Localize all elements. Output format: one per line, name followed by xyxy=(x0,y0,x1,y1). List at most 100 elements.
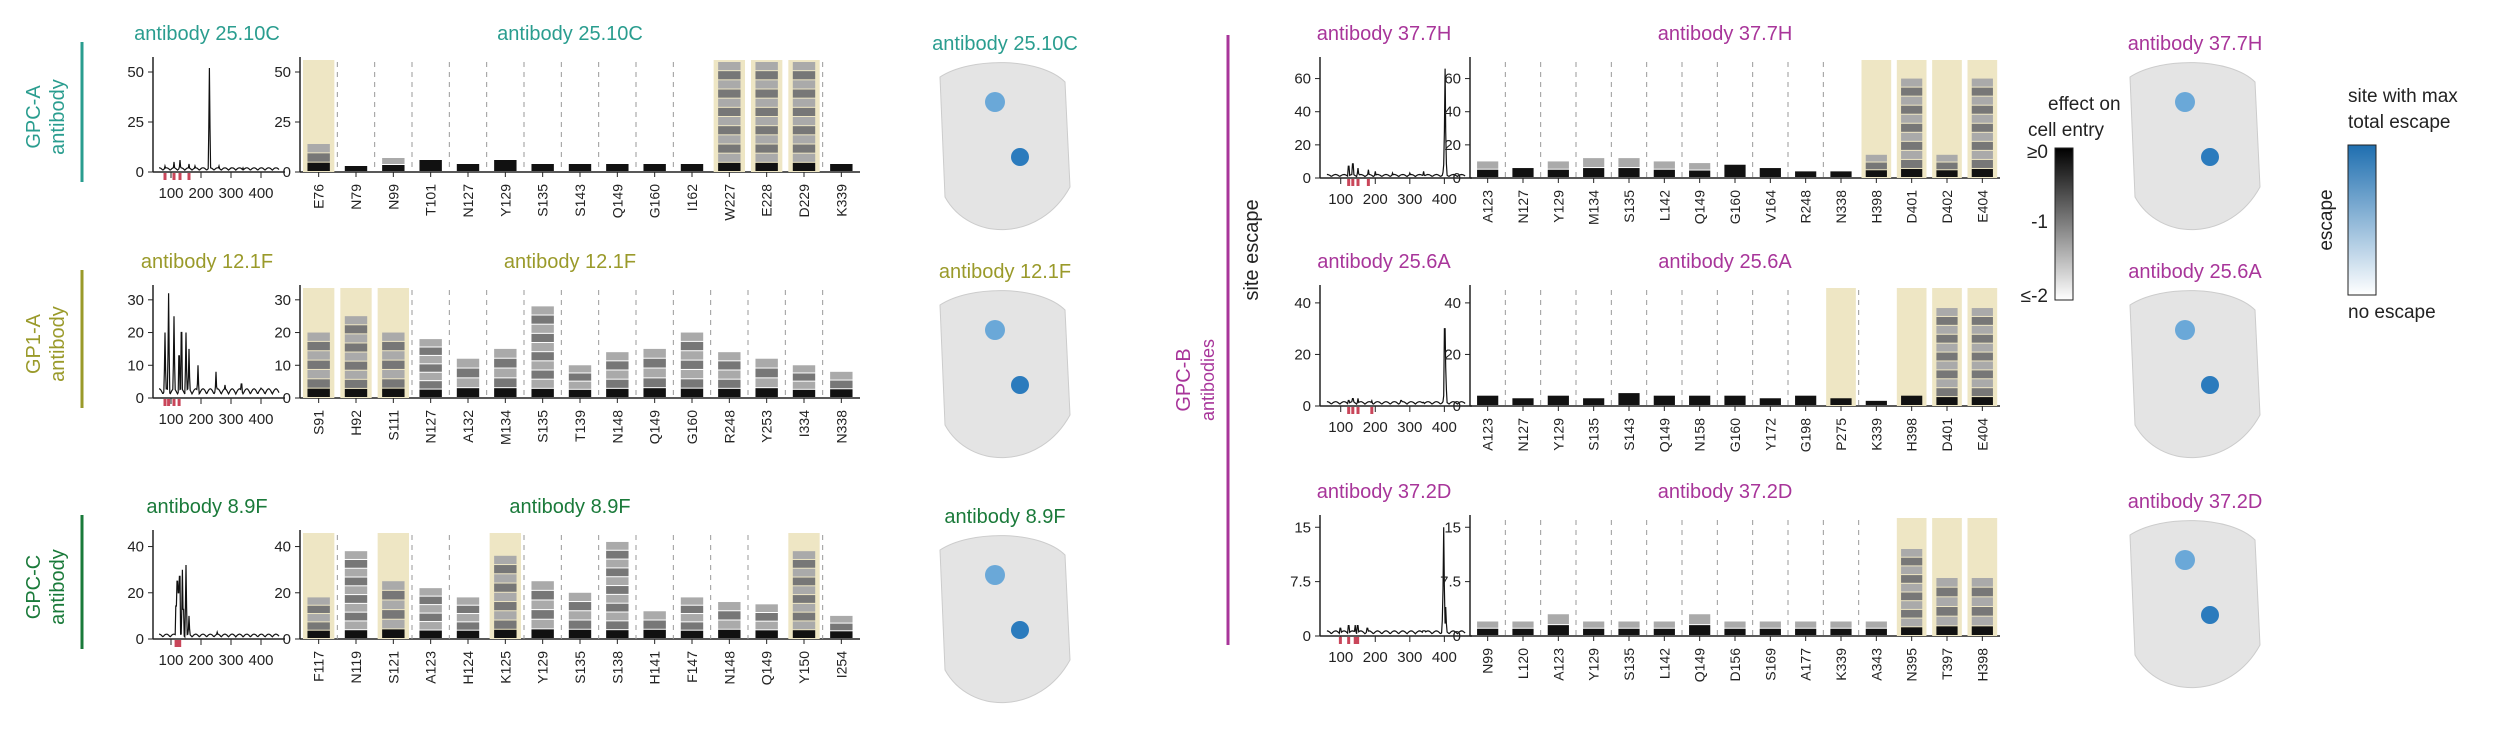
site-label: S91 xyxy=(311,410,327,435)
logo-letter xyxy=(792,62,816,71)
site-label: S121 xyxy=(385,651,401,684)
logo-letter xyxy=(494,378,517,388)
logo-letter xyxy=(1477,169,1499,177)
logo-letter xyxy=(1971,308,1993,316)
logo-letter xyxy=(1724,621,1746,628)
site-label: R248 xyxy=(1798,190,1814,224)
x-tick-label: 100 xyxy=(1328,191,1353,208)
logo-letter xyxy=(755,71,778,80)
logo-letter xyxy=(643,358,666,368)
highlight-band xyxy=(1967,518,1998,636)
logo-letter xyxy=(531,388,554,397)
logo-letter xyxy=(568,373,592,381)
y-tick-label: 0 xyxy=(1453,628,1461,645)
logo-letter xyxy=(382,341,405,351)
logo-letter xyxy=(307,341,330,351)
colorbar-label: ≥0 xyxy=(2027,142,2048,163)
x-tick-label: 200 xyxy=(1363,191,1388,208)
colorbar-title: total escape xyxy=(2348,112,2450,133)
site-label: N127 xyxy=(460,184,476,218)
logo-letter xyxy=(531,379,554,388)
logo-letter xyxy=(718,611,741,620)
structure-gp1-a: antibody 12.1F xyxy=(939,261,1071,458)
x-tick-label: 400 xyxy=(1432,191,1457,208)
logo-letter xyxy=(792,577,816,586)
site-label: G160 xyxy=(1727,190,1743,224)
logo-letter xyxy=(1971,159,1993,168)
logo-letter xyxy=(419,596,442,605)
logo-letter xyxy=(1936,325,1958,334)
group-label: GPC-B xyxy=(1173,348,1195,411)
logo-letter xyxy=(792,551,816,559)
line-plot-gp1-a: 0 10 20 30 100 200 300 400 antibody 12.1F xyxy=(127,251,285,428)
logo-letter xyxy=(606,630,629,638)
logo-letter xyxy=(792,80,816,89)
logo-letter xyxy=(1936,578,1958,587)
logo-letter xyxy=(419,339,442,347)
logo-letter xyxy=(494,574,517,583)
logo-letter xyxy=(1795,628,1817,635)
logo-letter xyxy=(1830,398,1852,405)
logo-letter xyxy=(792,630,816,638)
logo-letter xyxy=(1901,557,1923,566)
logo-letter xyxy=(1971,334,1993,343)
logo-plot-gpc-b-3: 0 7.5 15 N99 L120 A123 Y129 S135 L142 Q149 D156 S16… xyxy=(1440,481,2000,682)
logo-letter xyxy=(1618,628,1640,635)
x-tick-label: 300 xyxy=(1397,649,1422,666)
site-label: N119 xyxy=(348,651,364,684)
site-label: N395 xyxy=(1904,648,1920,682)
logo-letter xyxy=(382,388,405,397)
logo-letter xyxy=(456,378,480,388)
logo-letter xyxy=(344,586,368,595)
logo-letter xyxy=(531,164,554,171)
group-label: GP1-A xyxy=(23,313,45,374)
logo-letter xyxy=(419,630,442,638)
site-marker xyxy=(1347,407,1351,414)
logo-letter xyxy=(718,144,741,153)
site-label: Y150 xyxy=(796,651,812,684)
x-tick-label: 300 xyxy=(1397,419,1422,436)
logo-letter xyxy=(1865,170,1887,177)
logo-letter xyxy=(344,343,368,352)
glycoprotein-surface xyxy=(939,535,1071,703)
line-plot-title: antibody 37.7H xyxy=(1317,23,1452,45)
logo-letter xyxy=(494,611,517,620)
logo-letter xyxy=(606,594,629,603)
escape-site xyxy=(2175,320,2195,340)
logo-letter xyxy=(344,325,368,334)
logo-letter xyxy=(568,602,592,611)
logo-letter xyxy=(1512,168,1534,177)
logo-letter xyxy=(606,541,629,550)
y-tick-label: 30 xyxy=(127,292,144,309)
y-tick-label: 10 xyxy=(274,357,291,374)
y-tick-label: 0 xyxy=(283,631,291,648)
site-label: N148 xyxy=(609,410,625,444)
logo-plot-gp1-a: 0 10 20 30 S91 H92 S111 N127 A132 M134 S135 T139 N14… xyxy=(274,251,860,445)
structure-title: antibody 8.9F xyxy=(944,506,1065,528)
logo-letter xyxy=(1901,78,1923,87)
logo-letter xyxy=(344,603,368,612)
logo-letter xyxy=(1971,168,1993,177)
escape-trace xyxy=(1326,68,1466,178)
logo-letter xyxy=(606,577,629,586)
logo-letter xyxy=(1547,161,1569,169)
site-marker xyxy=(1356,637,1360,644)
logo-letter xyxy=(568,592,592,602)
highlight-band xyxy=(1896,288,1927,406)
logo-letter xyxy=(419,372,442,381)
logo-letter xyxy=(1936,370,1958,379)
logo-letter xyxy=(1901,132,1923,141)
logo-letter xyxy=(1936,308,1958,316)
logo-letter xyxy=(1901,549,1923,557)
site-marker xyxy=(1356,407,1360,414)
site-label: N99 xyxy=(385,184,401,210)
logo-letter xyxy=(531,361,554,370)
logo-letter xyxy=(1901,395,1923,405)
logo-letter xyxy=(606,379,629,388)
logo-letter xyxy=(755,98,778,107)
y-tick-label: 0 xyxy=(136,631,144,648)
logo-letter xyxy=(419,389,442,397)
logo-letter xyxy=(718,89,741,98)
logo-letter xyxy=(680,164,704,171)
